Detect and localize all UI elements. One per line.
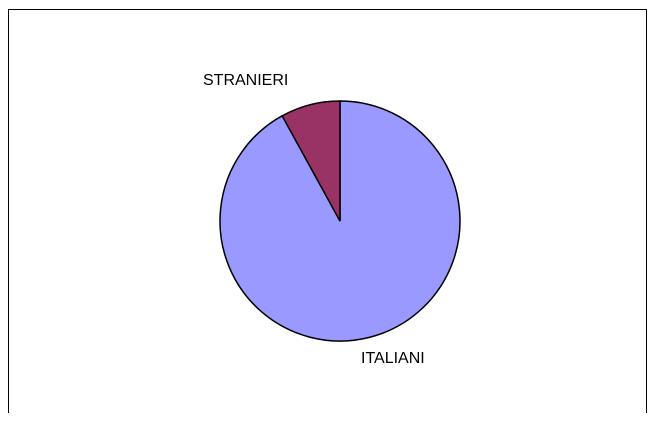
pie-slice-stranieri bbox=[281, 100, 341, 222]
data-label-italiani: ITALIANI bbox=[361, 350, 425, 367]
data-label-stranieri: STRANIERI bbox=[203, 72, 289, 89]
